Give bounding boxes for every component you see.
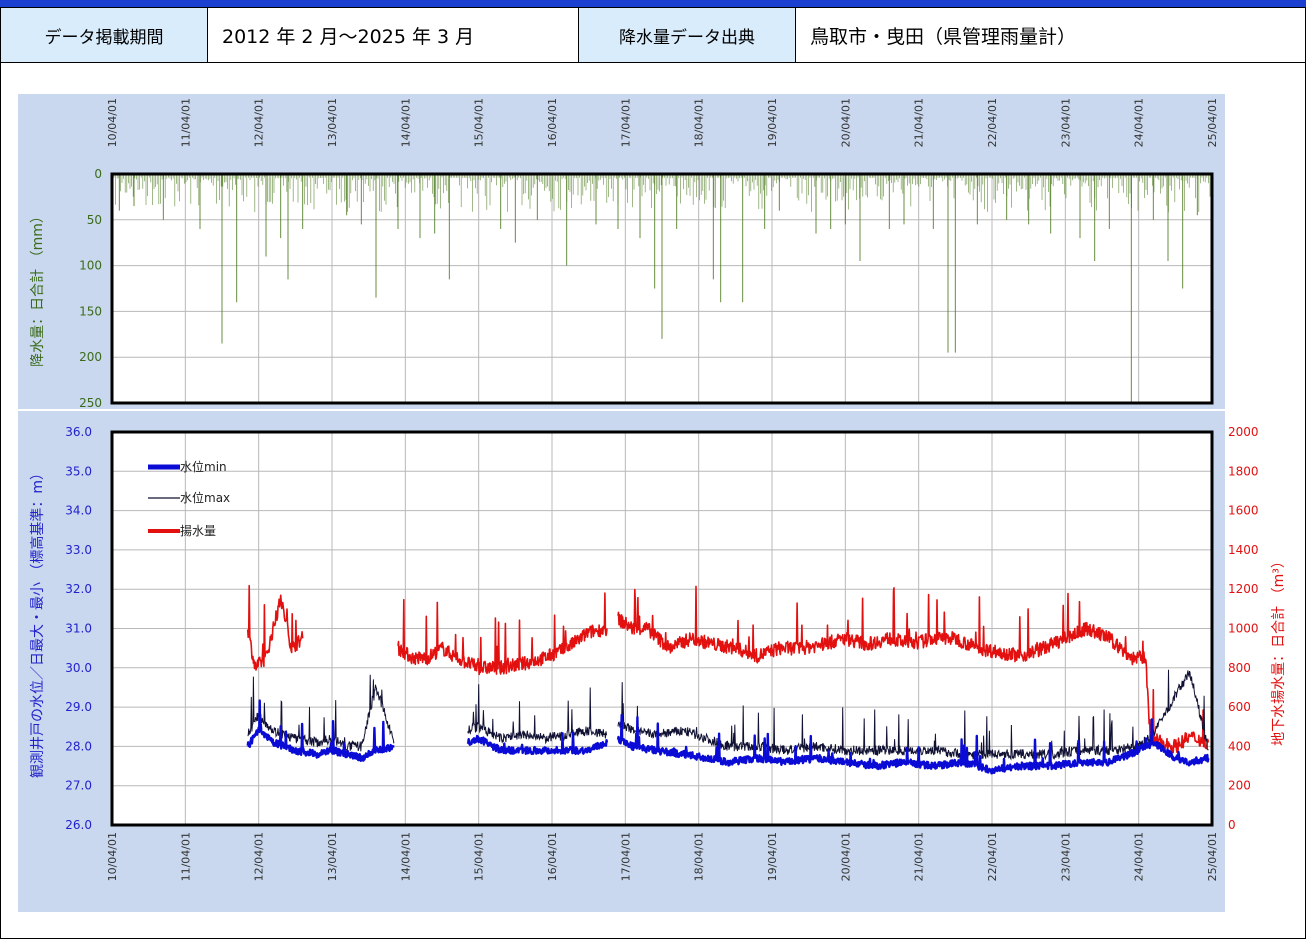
pumping-ytick-label: 1600 bbox=[1228, 504, 1259, 518]
pumping-ytick-label: 800 bbox=[1228, 661, 1251, 675]
level-xtick-label: 12/04/01 bbox=[253, 832, 266, 881]
pumping-ytick-label: 200 bbox=[1228, 779, 1251, 793]
level-max-series-line bbox=[467, 684, 608, 745]
level-xtick-label: 21/04/01 bbox=[913, 832, 926, 881]
pumping-ytick-label: 1200 bbox=[1228, 582, 1259, 596]
level-xtick-label: 16/04/01 bbox=[546, 832, 559, 881]
level-xtick-label: 17/04/01 bbox=[619, 832, 632, 881]
pumping-ytick-label: 600 bbox=[1228, 700, 1251, 714]
rain-xtick-label: 20/04/01 bbox=[839, 98, 852, 147]
pumping-ytick-label: 1000 bbox=[1228, 622, 1259, 636]
rain-ytick-label: 100 bbox=[79, 259, 102, 273]
pumping-ytick-label: 2000 bbox=[1228, 425, 1259, 439]
info-header-table: データ掲載期間 2012 年 2 月～2025 年 3 月 降水量データ出典 鳥… bbox=[0, 7, 1306, 63]
level-xtick-label: 23/04/01 bbox=[1059, 832, 1072, 881]
level-min-series-line bbox=[246, 699, 395, 762]
level-ytick-label: 32.0 bbox=[65, 582, 92, 596]
rain-xtick-label: 14/04/01 bbox=[399, 98, 412, 147]
rain-xtick-label: 16/04/01 bbox=[546, 98, 559, 147]
level-ytick-label: 35.0 bbox=[65, 464, 92, 478]
rain-xtick-label: 10/04/01 bbox=[106, 98, 119, 147]
pumping-ytick-label: 400 bbox=[1228, 739, 1251, 753]
rain-xtick-label: 25/04/01 bbox=[1206, 98, 1219, 147]
level-xtick-label: 25/04/01 bbox=[1206, 832, 1219, 881]
rain-xtick-label: 21/04/01 bbox=[913, 98, 926, 147]
rain-xtick-label: 17/04/01 bbox=[619, 98, 632, 147]
level-xtick-label: 10/04/01 bbox=[106, 832, 119, 881]
rain-xtick-label: 11/04/01 bbox=[179, 98, 192, 147]
pumping-series-line bbox=[397, 592, 608, 676]
rain-axis-title: 降水量：日合計 （mm） bbox=[30, 209, 46, 367]
level-ytick-label: 30.0 bbox=[65, 661, 92, 675]
level-xtick-label: 14/04/01 bbox=[399, 832, 412, 881]
level-xtick-label: 18/04/01 bbox=[693, 832, 706, 881]
rain-ytick-label: 250 bbox=[79, 396, 102, 410]
rainfall-panel: 0 50 100 150 200 250 10/04/01 11/04/01 12/04/01 1… bbox=[79, 98, 1219, 410]
rain-ytick-label: 50 bbox=[87, 213, 102, 227]
rain-xtick-label: 15/04/01 bbox=[473, 98, 486, 147]
level-min-series-line bbox=[466, 731, 609, 756]
pumping-axis-title: 地下水揚水量：日合計 （m³） bbox=[1270, 554, 1287, 746]
rain-xtick-label: 13/04/01 bbox=[326, 98, 339, 147]
pumping-series-line bbox=[617, 585, 1210, 754]
top-accent-bar bbox=[0, 0, 1306, 7]
level-ytick-label: 27.0 bbox=[65, 779, 92, 793]
source-value: 鳥取市・曳田（県管理雨量計） bbox=[795, 7, 1306, 63]
level-max-series-line bbox=[247, 674, 395, 752]
rain-xtick-label: 22/04/01 bbox=[986, 98, 999, 147]
rain-xtick-label: 18/04/01 bbox=[693, 98, 706, 147]
level-ytick-label: 26.0 bbox=[65, 818, 92, 832]
rain-xtick-label: 23/04/01 bbox=[1059, 98, 1072, 147]
rain-ytick-label: 200 bbox=[79, 350, 102, 364]
pumping-ytick-label: 1400 bbox=[1228, 543, 1259, 557]
legend-label-level-max: 水位max bbox=[180, 490, 230, 505]
level-xtick-label: 20/04/01 bbox=[839, 832, 852, 881]
level-plot-border bbox=[110, 430, 1214, 827]
water-level-panel: 26.0 27.0 28.0 29.0 30.0 31.0 32.0 33.0 34.0 35.0… bbox=[65, 425, 1258, 881]
rain-xtick-label: 19/04/01 bbox=[766, 98, 779, 147]
level-xtick-label: 24/04/01 bbox=[1133, 832, 1146, 881]
rain-ytick-label: 0 bbox=[94, 167, 102, 181]
level-xtick-label: 22/04/01 bbox=[986, 832, 999, 881]
level-xtick-label: 11/04/01 bbox=[179, 832, 192, 881]
level-max-series-line bbox=[617, 669, 1209, 761]
level-ytick-label: 28.0 bbox=[65, 739, 92, 753]
pumping-ytick-label: 0 bbox=[1228, 818, 1236, 832]
rain-xtick-label: 12/04/01 bbox=[253, 98, 266, 147]
level-ytick-label: 36.0 bbox=[65, 425, 92, 439]
rain-ytick-label: 150 bbox=[79, 304, 102, 318]
level-ytick-label: 31.0 bbox=[65, 622, 92, 636]
source-label: 降水量データ出典 bbox=[578, 7, 796, 63]
level-ytick-label: 33.0 bbox=[65, 543, 92, 557]
pumping-ytick-label: 1800 bbox=[1228, 464, 1259, 478]
level-ytick-label: 34.0 bbox=[65, 504, 92, 518]
rain-plot-border bbox=[110, 172, 1214, 405]
rain-xtick-label: 24/04/01 bbox=[1133, 98, 1146, 147]
level-min-series-line bbox=[616, 713, 1210, 775]
legend-label-pumping: 揚水量 bbox=[180, 524, 216, 538]
level-ytick-label: 29.0 bbox=[65, 700, 92, 714]
water-level-axis-title: 観測井戸の水位／日最大・最小 （標高基準：m） bbox=[29, 466, 46, 778]
level-xtick-label: 15/04/01 bbox=[473, 832, 486, 881]
legend-label-level-min: 水位min bbox=[180, 459, 227, 474]
legend: 水位min 水位max 揚水量 bbox=[148, 459, 230, 538]
level-xtick-label: 13/04/01 bbox=[326, 832, 339, 881]
level-xtick-label: 19/04/01 bbox=[766, 832, 779, 881]
pumping-series-line bbox=[246, 584, 304, 671]
